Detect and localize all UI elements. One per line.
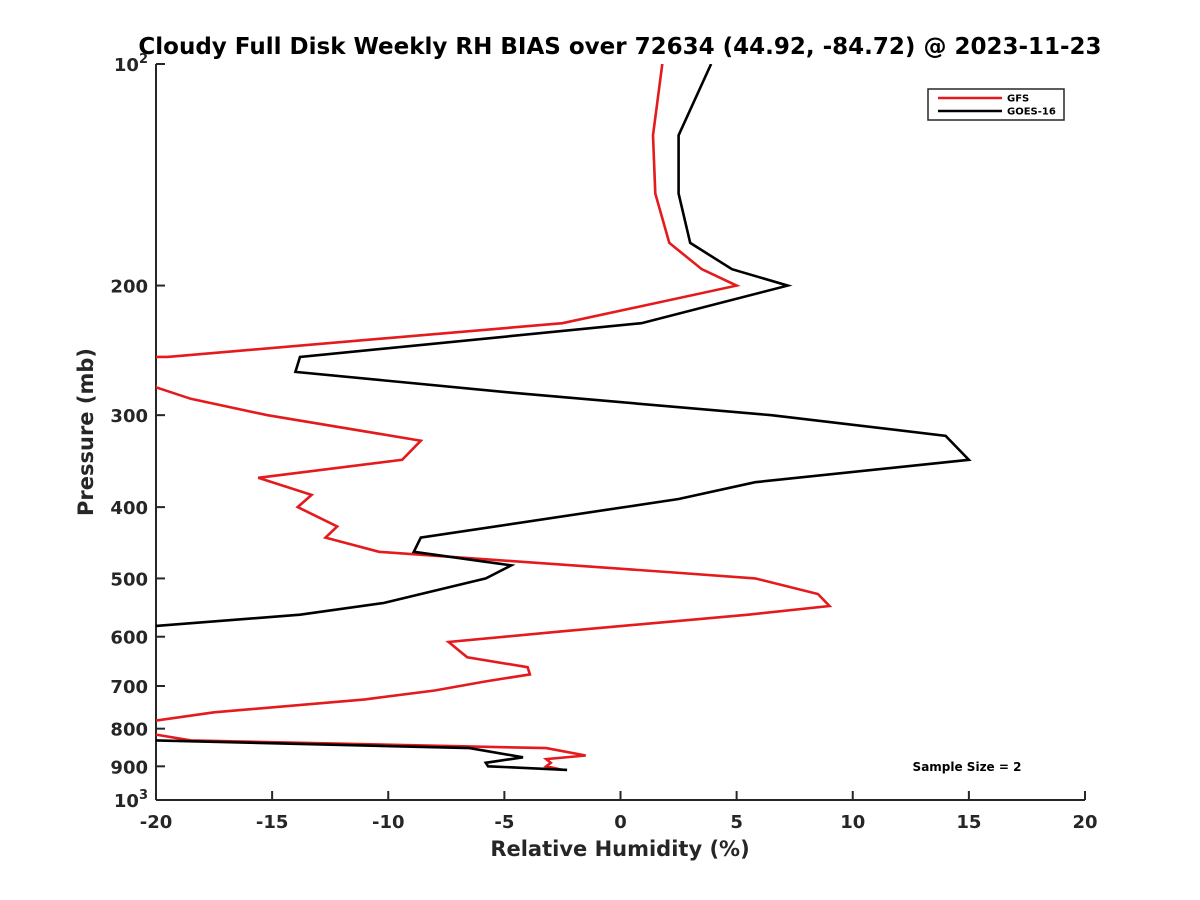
- x-axis-ticks: -20 -15 -10 -5 0 5 10 15 20: [140, 791, 1098, 833]
- series-line-goes-16: [156, 64, 972, 772]
- y-axis-ticks: 102 200 300 400 500 600 700 800 900 103: [110, 52, 165, 812]
- y-tick-label: 400: [110, 498, 148, 519]
- y-tick-label: 900: [110, 757, 148, 778]
- legend-label: GOES-16: [1007, 107, 1056, 118]
- legend-box: [927, 88, 1065, 121]
- y-tick-label: 700: [110, 677, 148, 698]
- x-tick-label: 15: [956, 812, 981, 833]
- legend-label: GFS: [1007, 94, 1029, 105]
- x-tick-label: 0: [614, 812, 627, 833]
- x-tick-label: -20: [140, 812, 173, 833]
- y-tick-label: 103: [114, 788, 148, 812]
- series-line-gfs: [156, 64, 833, 772]
- y-tick-label: 800: [110, 720, 148, 741]
- x-tick-label: 5: [730, 812, 743, 833]
- y-axis-label: Pressure (mb): [74, 348, 98, 516]
- x-axis-label: Relative Humidity (%): [490, 837, 749, 861]
- chart-title: Cloudy Full Disk Weekly RH BIAS over 726…: [138, 34, 1101, 60]
- y-tick-label: 300: [110, 406, 148, 427]
- x-tick-label: -10: [372, 812, 405, 833]
- y-tick-label: 500: [110, 569, 148, 590]
- legend: GFS GOES-16: [927, 88, 1065, 121]
- x-tick-label: 10: [840, 812, 865, 833]
- x-tick-label: -5: [494, 812, 514, 833]
- y-tick-label: 102: [114, 52, 148, 76]
- x-tick-label: 20: [1072, 812, 1097, 833]
- y-tick-label: 600: [110, 628, 148, 649]
- x-tick-label: -15: [256, 812, 289, 833]
- plot-axes: [155, 64, 1085, 801]
- y-tick-label: 200: [110, 277, 148, 298]
- data-series: [156, 64, 972, 772]
- sample-size-annotation: Sample Size = 2: [913, 760, 1022, 774]
